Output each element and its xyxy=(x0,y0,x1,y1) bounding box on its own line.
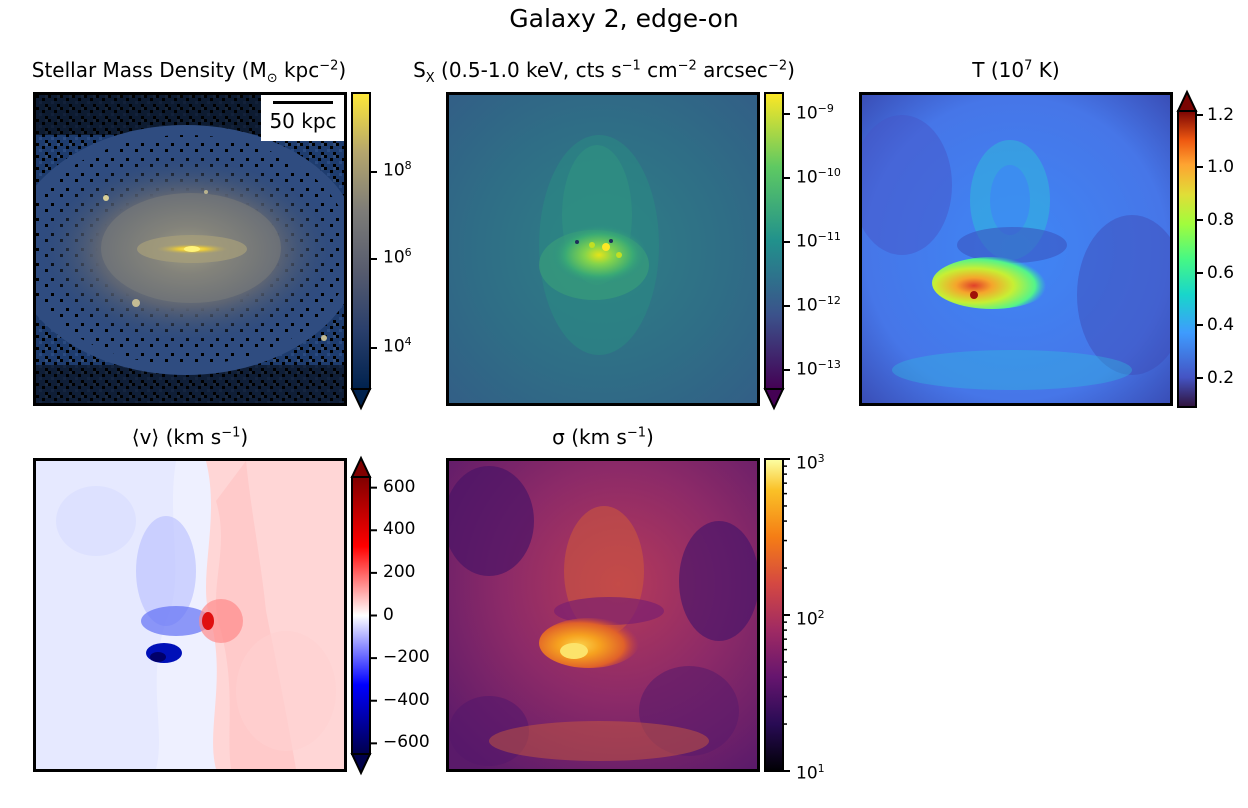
tick-label-stellar-1e4: 104 xyxy=(383,335,412,357)
tick-label-sigma-1e1: 101 xyxy=(796,762,825,784)
title-close: ) xyxy=(646,425,654,449)
panel-title-temperature: T (107 K) xyxy=(859,58,1173,82)
tick-label-xray-1e-11: 10−11 xyxy=(796,230,841,252)
title-exp-3: −2 xyxy=(767,58,788,74)
colorbar-temperature xyxy=(1176,89,1203,408)
panel-title-stellar-mass: Stellar Mass Density (M⊙ kpc−2) xyxy=(0,58,378,86)
velocity-map xyxy=(33,458,347,772)
title-text: σ (km s xyxy=(552,425,627,449)
tick-label-sigma-1e3: 103 xyxy=(796,452,825,474)
title-text: T (10 xyxy=(972,58,1025,82)
velocity-tick-label: −400 xyxy=(383,689,430,710)
tick-label-stellar-1e8: 108 xyxy=(383,159,412,181)
xray-map xyxy=(446,92,760,406)
tick-label-stellar-1e6: 106 xyxy=(383,246,412,268)
title-text: ⟨v⟩ (km s xyxy=(131,425,222,449)
xray-image xyxy=(449,95,757,403)
velocity-tick-label: 600 xyxy=(383,476,416,497)
tick-label-xray-1e-13: 10−13 xyxy=(796,358,841,380)
panel-title-dispersion: σ (km s−1) xyxy=(446,425,760,449)
title-exponent: −1 xyxy=(626,425,647,441)
velocity-tick-label: 0 xyxy=(383,604,394,625)
title-subscript: X xyxy=(425,71,435,86)
title-exponent: 7 xyxy=(1024,58,1033,74)
dispersion-map xyxy=(446,458,760,772)
title-close: ) xyxy=(240,425,249,449)
tick-label-temp-1.0: 1.0 xyxy=(1207,157,1235,177)
figure-title: Galaxy 2, edge-on xyxy=(509,4,739,33)
tick-label-temp-0.8: 0.8 xyxy=(1207,210,1235,230)
dispersion-image xyxy=(449,461,757,769)
panel-title-velocity: ⟨v⟩ (km s−1) xyxy=(33,425,347,449)
velocity-tick-marks xyxy=(370,486,377,745)
scalebar-box: 50 kpc xyxy=(261,95,344,141)
tick-label-sigma-1e2: 102 xyxy=(796,608,825,630)
title-sun-symbol: ⊙ xyxy=(266,71,278,86)
stellar-mass-image xyxy=(36,95,344,403)
title-mid-2: arcsec xyxy=(696,58,768,82)
title-exponent: −2 xyxy=(319,58,339,74)
title-exponent: −1 xyxy=(221,425,241,441)
scalebar-line xyxy=(273,101,333,104)
velocity-tick-label: 200 xyxy=(383,561,416,582)
title-text: S xyxy=(413,58,426,82)
stellar-mass-map: 50 kpc xyxy=(33,92,347,406)
title-exp-1: −1 xyxy=(621,58,641,74)
tick-label-xray-1e-9: 10−9 xyxy=(796,102,834,124)
panel-title-xray: SX (0.5-1.0 keV, cts s−1 cm−2 arcsec−2) xyxy=(384,58,824,86)
title-close: ) xyxy=(338,58,347,82)
tick-label-xray-1e-10: 10−10 xyxy=(796,166,841,188)
tick-label-temp-0.6: 0.6 xyxy=(1207,263,1235,283)
velocity-tick-label: 400 xyxy=(383,519,416,540)
tick-label-xray-1e-12: 10−12 xyxy=(796,294,841,316)
title-mid: cm xyxy=(640,58,678,82)
title-unit: kpc xyxy=(283,58,320,82)
colorbar-stellar-mass xyxy=(350,92,377,411)
velocity-image xyxy=(36,461,344,769)
title-rest: (0.5-1.0 keV, cts s xyxy=(434,58,622,82)
title-close: K) xyxy=(1032,58,1060,82)
title-close: ) xyxy=(787,58,795,82)
tick-label-temp-0.4: 0.4 xyxy=(1207,315,1235,335)
temperature-image xyxy=(862,95,1170,403)
tick-label-temp-0.2: 0.2 xyxy=(1207,368,1235,388)
tick-label-temp-1.2: 1.2 xyxy=(1207,105,1235,125)
colorbar-xray xyxy=(763,92,790,411)
velocity-tick-label: −200 xyxy=(383,647,430,668)
title-exp-2: −2 xyxy=(677,58,697,74)
temperature-map xyxy=(859,92,1173,406)
title-text: Stellar Mass Density (M xyxy=(31,58,267,82)
scalebar-label: 50 kpc xyxy=(269,109,337,133)
dispersion-tick-marks xyxy=(783,458,790,772)
velocity-tick-label: −600 xyxy=(383,732,430,753)
